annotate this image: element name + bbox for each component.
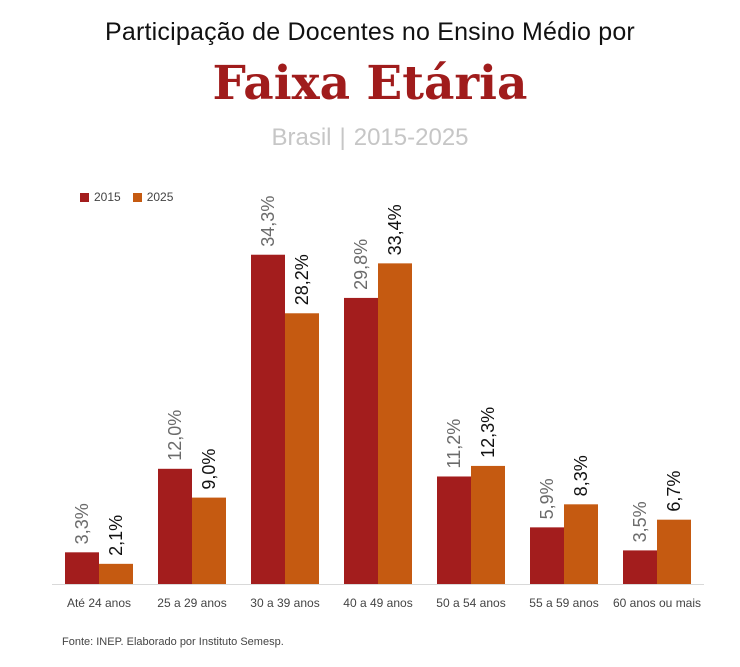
bar-2025-5 [564,504,598,584]
legend-item-2015: 2015 [80,190,121,204]
data-label-2015-1: 12,0% [165,410,185,461]
legend-swatch-2025 [132,192,142,202]
bar-2015-5 [530,527,564,584]
bar-2025-4 [471,465,505,584]
bar-2015-1 [158,468,192,584]
x-tick-label-5: 55 a 59 anos [529,596,598,610]
data-label-2025-0: 2,1% [106,515,126,556]
x-tick-label-6: 60 anos ou mais [613,596,701,610]
bar-2025-2 [285,313,319,584]
subtitle-region: Brasil [271,124,332,151]
bar-2025-0 [99,563,133,584]
x-tick-label-2: 30 a 39 anos [250,596,319,610]
bar-2025-1 [192,497,226,584]
data-label-2025-4: 12,3% [478,407,498,458]
legend-label-2015: 2015 [94,190,121,204]
data-label-2015-4: 11,2% [444,419,464,469]
legend-swatch-2015 [80,192,89,202]
data-label-2025-3: 33,4% [385,204,405,255]
legend-item-2025: 2025 [132,190,174,204]
chart-legend: 2015 2025 [80,190,185,204]
subtitle-period: 2015-2025 [353,124,469,151]
bar-2015-0 [65,552,99,584]
bar-2025-3 [378,263,412,584]
data-label-2015-0: 3,3% [72,503,92,544]
x-tick-label-0: Até 24 anos [67,596,131,610]
chart-title-line1: Participação de Docentes no Ensino Médio… [105,18,635,46]
bar-2015-3 [344,297,378,584]
x-tick-label-1: 25 a 29 anos [157,596,226,610]
bar-2015-4 [437,476,471,584]
data-label-2025-5: 8,3% [571,455,591,496]
data-label-2025-2: 28,2% [292,254,312,305]
x-tick-label-4: 50 a 54 anos [436,596,505,610]
data-label-2025-1: 9,0% [199,449,219,490]
bar-2015-6 [623,550,657,584]
legend-label-2025: 2025 [146,190,174,204]
data-label-2015-5: 5,9% [537,478,557,519]
data-label-2015-3: 29,8% [351,239,371,290]
source-note: Fonte: INEP. Elaborado por Instituto Sem… [62,636,284,648]
x-tick-label-3: 40 a 49 anos [343,596,412,610]
chart-subtitle: Brasil | 2015-2025 [0,124,740,152]
chart-title-main: Faixa Etária [212,56,528,111]
data-label-2025-6: 6,7% [664,471,684,512]
bar-2015-2 [251,254,285,584]
subtitle-separator: | [339,124,346,151]
data-label-2015-2: 34,3% [258,196,278,247]
bar-2025-6 [657,519,691,584]
data-label-2015-6: 3,5% [630,501,650,542]
